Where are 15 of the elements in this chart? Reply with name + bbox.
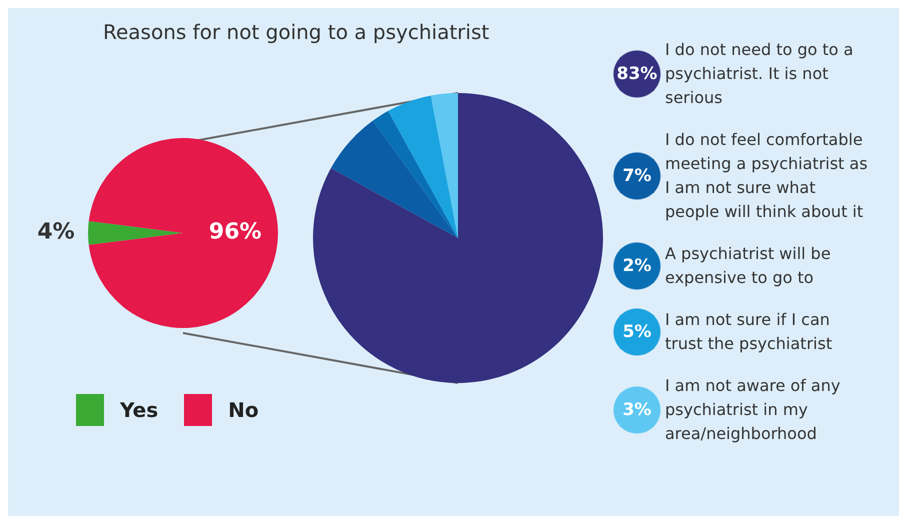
- legend-label: A psychiatrist will be expensive to go to: [665, 243, 832, 289]
- legend-label: I do not need to go to a psychiatrist. It is not serious: [665, 39, 854, 109]
- legend-label: I am not aware of any psychiatrist in my area/neighborhood: [665, 375, 842, 445]
- chart-title: Reasons for not going to a psychiatrist: [103, 20, 490, 46]
- data-label: 5%: [613, 308, 661, 356]
- data-label: 3%: [613, 386, 661, 434]
- data-label: 7%: [613, 152, 661, 200]
- data-label: 4%: [37, 220, 75, 245]
- legend-label: I am not sure if I can trust the psychiatrist: [665, 309, 834, 355]
- data-label: 83%: [613, 50, 661, 98]
- legend-label: I do not feel comfortable meeting a psychiatrist as I am not sure what people will think about it: [665, 129, 869, 223]
- data-label: 2%: [613, 242, 661, 290]
- data-label: 96%: [208, 220, 262, 245]
- legend-label: No: [228, 398, 259, 422]
- legend-label: Yes: [120, 398, 158, 422]
